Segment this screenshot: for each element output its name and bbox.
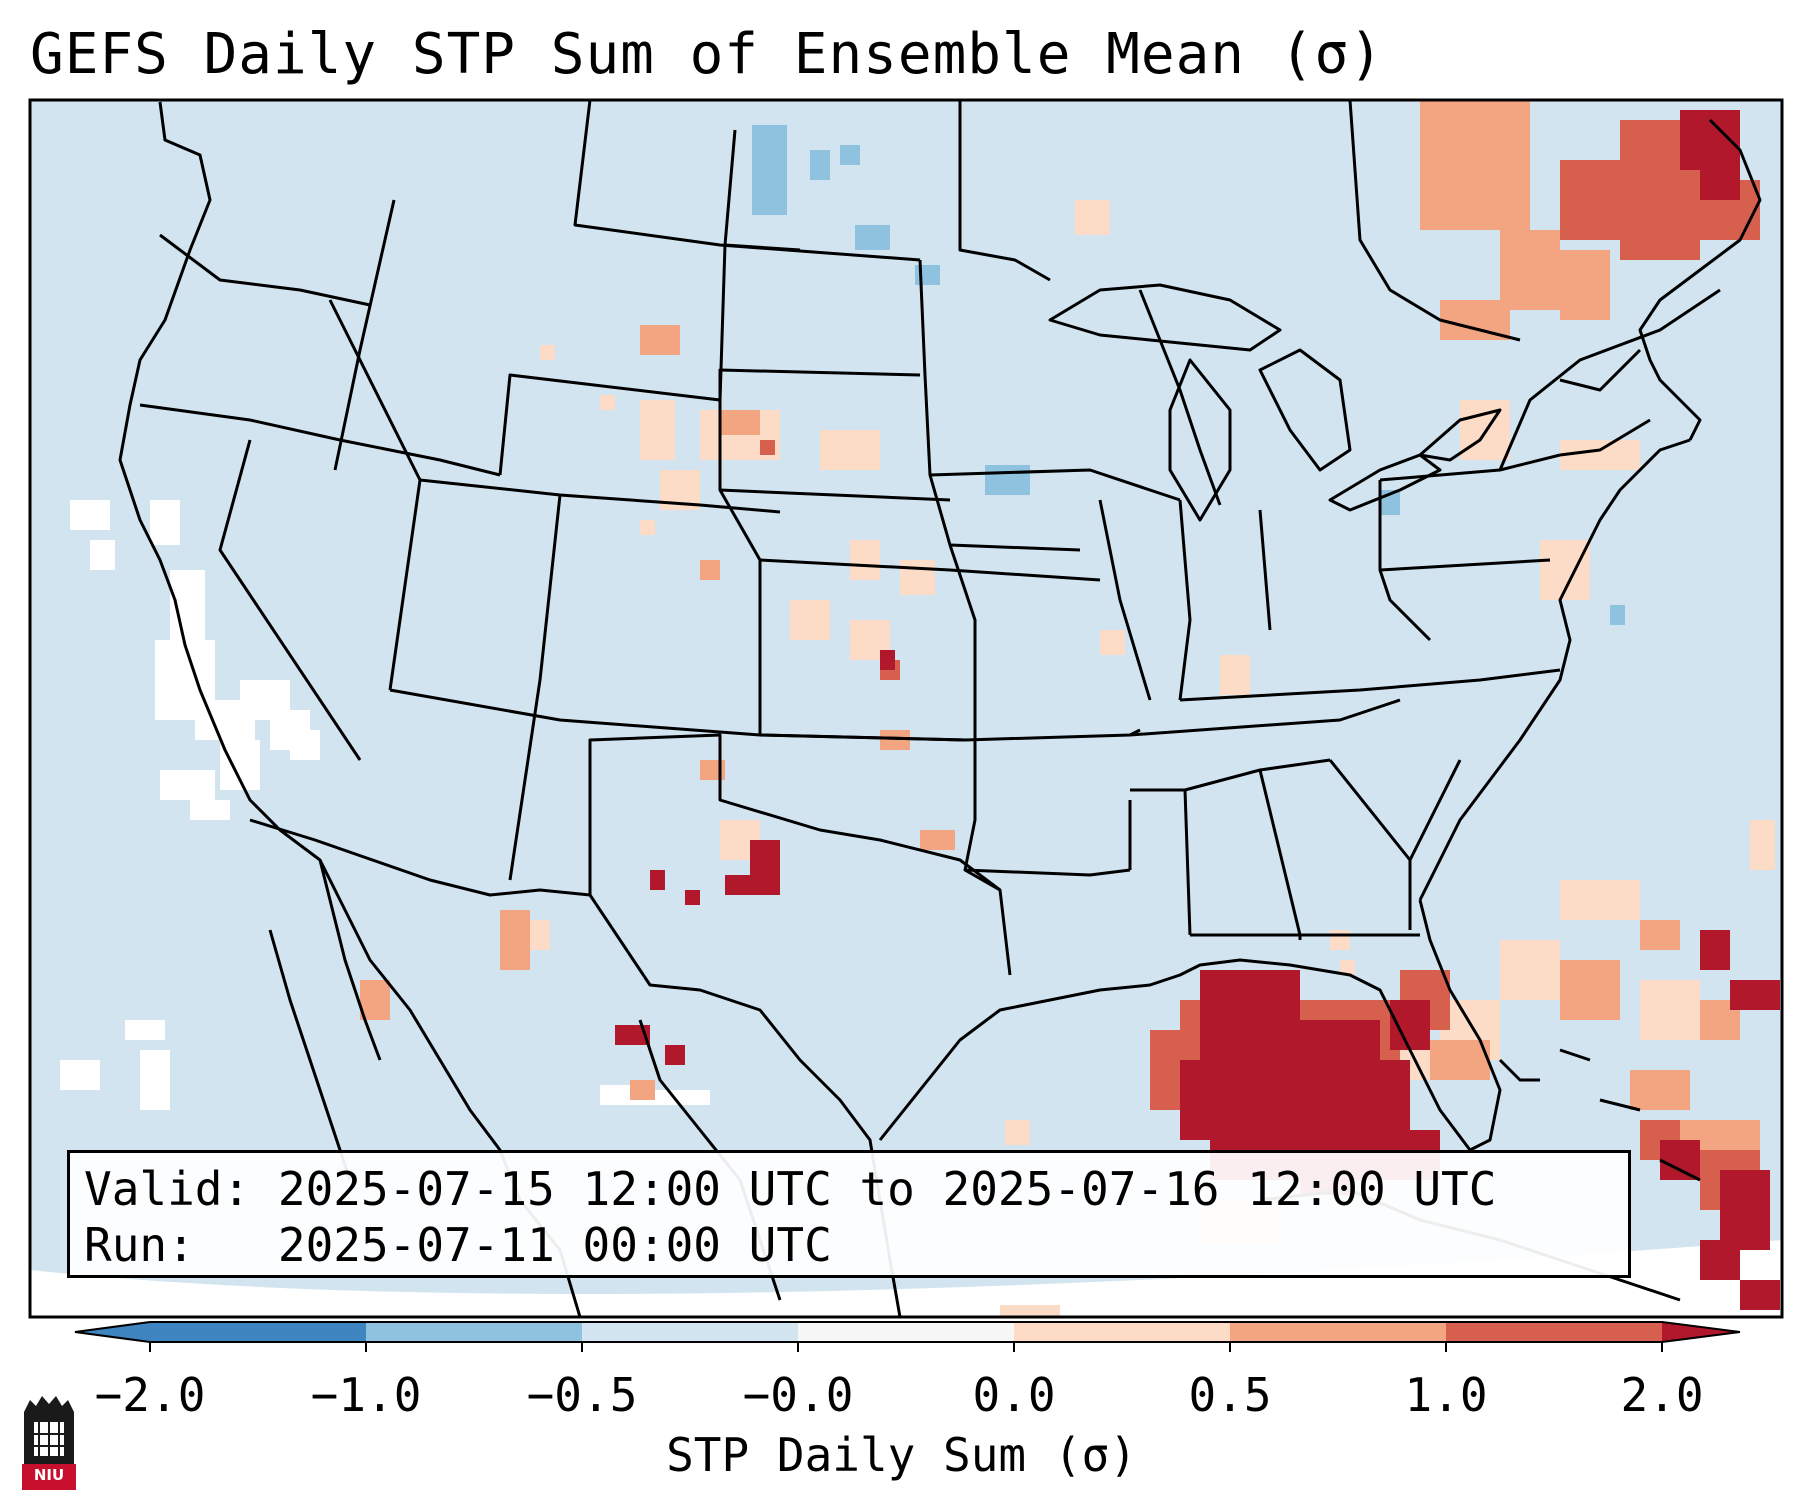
colorbar-tick-label: −2.0 — [94, 1368, 206, 1422]
off-domain-area — [30, 1240, 1782, 1317]
colorbar — [74, 1321, 1741, 1343]
colorbar-bin-5 — [1014, 1322, 1230, 1342]
colorbar-bin-1 — [150, 1322, 366, 1342]
moderate-positive-anomaly — [360, 100, 1760, 1160]
validity-info-box: Valid: 2025-07-15 12:00 UTC to 2025-07-1… — [67, 1150, 1631, 1278]
colorbar-tick-label: 2.0 — [1620, 1368, 1704, 1422]
colorbar-tick-label: −1.0 — [310, 1368, 422, 1422]
colorbar-tick-label: 1.0 — [1404, 1368, 1488, 1422]
colorbar-extend-low — [75, 1322, 150, 1342]
valid-time: 2025-07-15 12:00 UTC to 2025-07-16 12:00… — [277, 1162, 1497, 1216]
colorbar-label: STP Daily Sum (σ) — [666, 1428, 1137, 1482]
colorbar-bin-2 — [366, 1322, 582, 1342]
run-label: Run: — [84, 1218, 195, 1272]
colorbar-tick-label: 0.0 — [972, 1368, 1056, 1422]
colorbar-extend-high — [1662, 1322, 1740, 1342]
colorbar-tick-label: −0.5 — [526, 1368, 638, 1422]
run-time: 2025-07-11 00:00 UTC — [277, 1218, 832, 1272]
colorbar-ticks — [149, 1342, 1663, 1352]
valid-label: Valid: — [84, 1162, 251, 1216]
map-frame — [28, 98, 1784, 1319]
negative-anomaly-region — [752, 125, 1625, 625]
niu-logo — [22, 1396, 76, 1490]
chart-title: GEFS Daily STP Sum of Ensemble Mean (σ) — [30, 22, 1384, 87]
niu-logo-text: NIU — [33, 1466, 65, 1484]
state-boundaries — [118, 99, 1721, 1318]
colorbar-bin-6 — [1230, 1322, 1446, 1342]
colorbar-bin-7 — [1446, 1322, 1662, 1342]
great-lakes — [1048, 283, 1502, 522]
colorbar-tick-label: −0.0 — [742, 1368, 854, 1422]
colorbar-tick-label: 0.5 — [1188, 1368, 1272, 1422]
colorbar-bin-3 — [582, 1322, 798, 1342]
colorbar-bin-4 — [798, 1322, 1014, 1342]
